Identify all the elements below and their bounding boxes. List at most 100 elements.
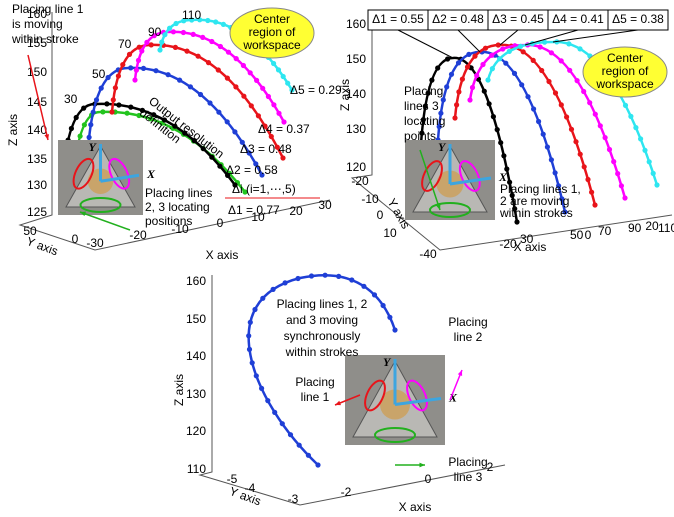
- trajectory-point: [581, 89, 586, 94]
- x-tick-label: -3: [288, 492, 299, 506]
- trajectory-point: [466, 52, 471, 57]
- trajectory-point: [593, 112, 598, 117]
- trajectory-point: [78, 134, 83, 139]
- center-label: workspace: [242, 38, 301, 52]
- trajectory-point: [177, 78, 182, 83]
- trajectory-point: [598, 123, 603, 128]
- trajectory-point: [480, 62, 485, 67]
- trajectory-point: [271, 61, 276, 66]
- trajectory-point: [174, 21, 179, 26]
- annotation: Placing line 1: [12, 2, 84, 16]
- annotation: synchronously: [284, 329, 361, 343]
- annotation: line 3: [454, 470, 483, 484]
- trajectory-point: [619, 183, 624, 188]
- trajectory-point: [173, 45, 178, 50]
- trajectory-point: [252, 307, 257, 312]
- trajectory-point: [283, 280, 288, 285]
- trajectory-point: [139, 48, 144, 53]
- annotation: Placing: [295, 375, 334, 389]
- trajectory-point: [507, 49, 512, 54]
- trajectory-point: [518, 44, 523, 49]
- trajectory-point: [549, 50, 554, 55]
- center-label: Center: [254, 12, 290, 26]
- y-tick-label: 0: [377, 208, 384, 222]
- trajectory-point: [216, 110, 221, 115]
- inset-axis-label: X: [146, 167, 156, 181]
- trajectory-point: [642, 148, 647, 153]
- annotation: Placing lines: [145, 186, 212, 200]
- trajectory-point: [514, 219, 519, 224]
- trajectory-point: [260, 86, 265, 91]
- delta-label: Δ5 = 0.38: [612, 12, 664, 26]
- trajectory-point: [221, 22, 226, 27]
- delta-leader: [458, 30, 480, 52]
- y-tick-label: -10: [361, 192, 379, 206]
- curve-label: 90: [628, 221, 642, 235]
- trajectory-point: [157, 47, 162, 52]
- trajectory-point: [184, 49, 189, 54]
- trajectory-point: [553, 90, 558, 95]
- trajectory-point: [181, 30, 186, 35]
- trajectory-point: [288, 432, 293, 437]
- trajectory-point: [309, 273, 314, 278]
- annotation: Placing lines 1, 2: [277, 297, 368, 311]
- trajectory-point: [573, 139, 578, 144]
- trajectory-point: [569, 127, 574, 132]
- curve-label: 70: [598, 224, 612, 238]
- trajectory-point: [444, 84, 449, 89]
- trajectory-point: [82, 122, 87, 127]
- z-tick-label: 130: [186, 387, 206, 401]
- trajectory-point: [191, 32, 196, 37]
- trajectory-point: [567, 68, 572, 73]
- trajectory-point: [248, 320, 253, 325]
- trajectory-point: [196, 54, 201, 59]
- trajectory-point: [654, 182, 659, 187]
- trajectory-point: [501, 153, 506, 158]
- trajectory-point: [381, 303, 386, 308]
- trajectory-point: [306, 453, 311, 458]
- delta-label: Δ3 = 0.48: [240, 142, 292, 156]
- trajectory-point: [615, 171, 620, 176]
- trajectory-point: [559, 58, 564, 63]
- trajectory-point: [545, 144, 550, 149]
- trajectory-point: [582, 164, 587, 169]
- trajectory-point: [249, 103, 254, 108]
- trajectory-point: [564, 114, 569, 119]
- trajectory-point: [482, 89, 487, 94]
- delta-label: Δ2 = 0.48: [432, 12, 484, 26]
- trajectory-point: [387, 315, 392, 320]
- trajectory-point: [276, 111, 281, 116]
- y-tick-label: 0: [72, 232, 79, 246]
- trajectory-point: [392, 327, 397, 332]
- trajectory-point: [206, 60, 211, 65]
- trajectory-point: [623, 103, 628, 108]
- z-tick-label: 150: [346, 52, 366, 66]
- curve-label: 30: [64, 92, 78, 106]
- trajectory-point: [205, 18, 210, 23]
- trajectory-point: [272, 410, 277, 415]
- trajectory-point: [519, 82, 524, 87]
- delta-leader: [398, 30, 453, 58]
- curve-label: 110: [658, 221, 674, 235]
- trajectory-point: [280, 421, 285, 426]
- annotation: within strokes: [499, 206, 573, 220]
- trajectory-point: [218, 44, 223, 49]
- arrow-head: [419, 463, 425, 468]
- curve-label: 30: [520, 232, 534, 246]
- trajectory-point: [489, 53, 494, 58]
- annotation: points: [404, 129, 436, 143]
- trajectory-point: [69, 126, 74, 131]
- trajectory-point: [260, 296, 265, 301]
- x-tick-label: 0: [585, 228, 592, 242]
- z-axis-label: Z axis: [172, 374, 186, 406]
- trajectory-point: [611, 159, 616, 164]
- trajectory-point: [132, 77, 137, 82]
- x-tick-label: 2: [487, 460, 494, 474]
- trajectory-point: [638, 136, 643, 141]
- trajectory-point: [549, 157, 554, 162]
- trajectory-point: [546, 79, 551, 84]
- z-axis-label: Z axis: [6, 114, 20, 146]
- trajectory-point: [541, 132, 546, 137]
- delta-label: Δ2 = 0.58: [226, 163, 278, 177]
- trajectory-point: [372, 292, 377, 297]
